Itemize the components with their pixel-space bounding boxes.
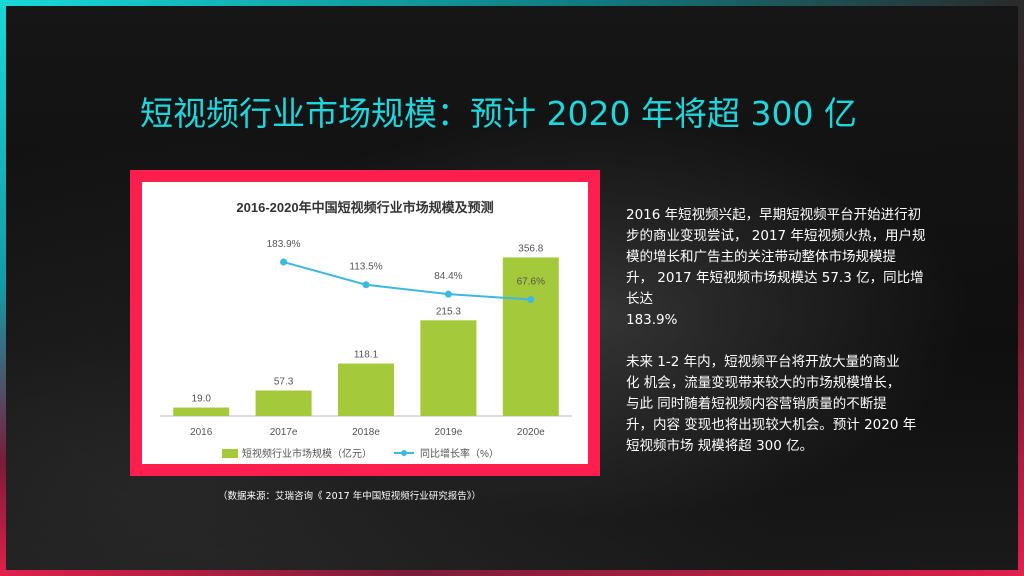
growth-rate-line [283, 261, 531, 301]
frame-right-border [1018, 0, 1024, 576]
growth-rate-label: 67.6% [517, 277, 545, 288]
paragraph-1-line: 长达 [626, 291, 653, 307]
legend-line-marker [401, 450, 407, 456]
bar [173, 407, 230, 416]
frame-left-border [0, 0, 6, 576]
bar-value-label: 356.8 [518, 243, 543, 254]
source-note: （数据来源：艾瑞咨询《 2017 年中国短视频行业研究报告》） [218, 491, 481, 502]
x-tick-label: 2018e [352, 427, 380, 438]
slide-title: 短视频行业市场规模：预计 2020 年将超 300 亿 [140, 94, 857, 133]
x-tick-label: 2016 [190, 427, 213, 438]
paragraph-2-line: 未来 1-2 年内，短视频平台将开放大量的商业 [626, 354, 900, 370]
paragraph-1-line: 183.9% [626, 312, 678, 328]
growth-rate-label: 84.4% [434, 271, 462, 282]
growth-rate-point [444, 290, 452, 298]
paragraph-2-line: 与此 同时随着短视频内容营销质量的不断提 [626, 396, 887, 412]
chart-frame: 2016-2020年中国短视频行业市场规模及预测 19.0 2016 57.3 2017… [130, 170, 600, 476]
body-text: 2016 年短视频兴起，早期短视频平台开始进行初 步的商业变现尝试， 2017 … [626, 205, 956, 457]
frame-bottom-border [0, 570, 1024, 576]
bar [338, 363, 394, 416]
paragraph-2-line: 升，内容 变现也将出现较大机会。预计 2020 年 [626, 417, 917, 433]
growth-rate-label: 183.9% [267, 239, 301, 250]
bar-value-label: 215.3 [436, 306, 461, 317]
x-tick-label: 2020e [517, 427, 545, 438]
chart-svg: 2016-2020年中国短视频行业市场规模及预测 19.0 2016 57.3 2017… [160, 200, 572, 460]
bar [255, 390, 312, 416]
x-tick-label: 2017e [270, 427, 298, 438]
chart-panel: 2016-2020年中国短视频行业市场规模及预测 19.0 2016 57.3 2017… [142, 182, 588, 464]
growth-rate-point [527, 296, 535, 304]
bar-value-label: 118.1 [354, 350, 379, 361]
paragraph-1-line: 模的增长和广告主的关注带动整体市场规模提 [626, 249, 896, 265]
paragraph-1-line: 升， 2017 年短视频市场规模达 57.3 亿，同比增 [626, 270, 924, 286]
bar-value-label: 19.0 [191, 394, 211, 405]
paragraph-gap [626, 331, 956, 352]
paragraph-1-line: 2016 年短视频兴起，早期短视频平台开始进行初 [626, 207, 922, 223]
x-tick-label: 2019e [434, 427, 462, 438]
growth-rate-point [362, 281, 370, 289]
legend-line-label: 同比增长率（%） [420, 447, 499, 460]
legend-bar-label: 短视频行业市场规模（亿元） [242, 447, 372, 460]
growth-rate-point [280, 258, 288, 266]
paragraph-1-line: 步的商业变现尝试， 2017 年短视频火热，用户规 [626, 228, 926, 244]
paragraph-2-line: 化 机会，流量变现带来较大的市场规模增长， [626, 375, 901, 391]
paragraph-2-line: 短视频市场 规模将超 300 亿。 [626, 438, 814, 454]
frame-top-border [0, 0, 1024, 6]
bar [502, 257, 559, 416]
bar-value-label: 57.3 [274, 377, 294, 388]
bar [420, 320, 477, 416]
chart-title: 2016-2020年中国短视频行业市场规模及预测 [236, 200, 493, 215]
legend-bar-swatch [222, 449, 238, 458]
growth-rate-label: 113.5% [349, 262, 382, 273]
